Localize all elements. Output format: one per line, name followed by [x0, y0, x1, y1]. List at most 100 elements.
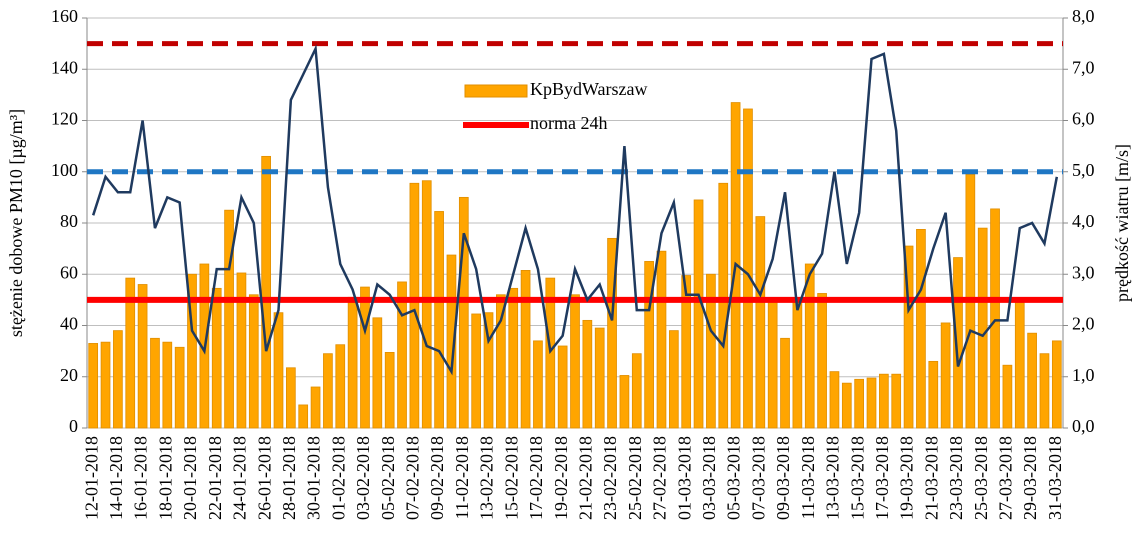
x-tick-label: 18-01-2018	[155, 436, 175, 520]
bar	[668, 330, 679, 429]
bar	[113, 330, 123, 429]
y2-tick-label: 0,0	[1072, 416, 1095, 436]
bar	[248, 294, 259, 429]
bar	[261, 155, 271, 429]
bar	[780, 337, 790, 429]
y-tick-label: 160	[51, 6, 78, 26]
bar	[298, 404, 309, 429]
bar	[854, 378, 864, 429]
bar	[594, 327, 605, 429]
x-tick-label: 19-02-2018	[551, 436, 571, 520]
bar	[607, 237, 617, 429]
x-tick-label: 05-02-2018	[378, 436, 398, 520]
x-tick-label: 15-03-2018	[847, 436, 867, 520]
bar	[755, 216, 766, 429]
x-tick-label: 20-01-2018	[180, 436, 200, 520]
bar	[496, 294, 506, 429]
bar	[236, 272, 247, 429]
bar	[1014, 302, 1025, 429]
bar	[631, 353, 642, 429]
bar	[817, 293, 827, 429]
x-tick-label: 28-01-2018	[279, 436, 299, 520]
bar	[693, 199, 704, 429]
bar	[928, 360, 939, 429]
bar	[434, 211, 444, 429]
y2-tick-label: 5,0	[1072, 160, 1095, 180]
bar	[520, 270, 531, 429]
bar	[187, 273, 197, 429]
bar	[582, 319, 593, 429]
bar	[1002, 364, 1013, 429]
x-tick-label: 07-02-2018	[403, 436, 423, 520]
y-tick-label: 20	[60, 365, 78, 385]
bar	[940, 322, 951, 429]
bar	[150, 337, 160, 429]
bar	[100, 341, 111, 429]
y2-tick-label: 7,0	[1072, 57, 1095, 77]
y2-axis-label: prędkość wiatru [m/s]	[1112, 144, 1132, 302]
x-tick-label: 11-03-2018	[798, 436, 818, 519]
x-tick-label: 29-03-2018	[1020, 436, 1040, 520]
x-tick-label: 13-02-2018	[477, 436, 497, 520]
bar	[903, 245, 914, 429]
x-tick-label: 01-02-2018	[328, 436, 348, 520]
bar	[916, 229, 926, 429]
bar	[483, 312, 494, 429]
bar	[347, 296, 358, 429]
bar	[891, 373, 902, 429]
x-tick-label: 09-02-2018	[427, 436, 447, 520]
x-tick-label: 27-03-2018	[996, 436, 1016, 520]
x-tick-label: 12-01-2018	[81, 436, 101, 520]
x-tick-label: 21-03-2018	[921, 436, 941, 520]
bar	[409, 182, 420, 429]
bar	[1027, 332, 1037, 429]
bar	[1039, 353, 1050, 429]
x-tick-label: 22-01-2018	[205, 436, 225, 520]
bar	[125, 277, 136, 429]
bar	[471, 313, 482, 429]
bar	[88, 343, 99, 429]
y2-tick-label: 2,0	[1072, 314, 1095, 334]
bar	[718, 182, 729, 429]
bar	[977, 227, 988, 429]
bar	[570, 294, 580, 429]
legend-label: KpBydWarszaw	[530, 79, 648, 99]
y-axis-label: stężenie dobowe PM10 [µg/m³]	[6, 109, 26, 337]
bar	[656, 250, 667, 429]
bar	[286, 367, 296, 429]
bar	[792, 300, 803, 429]
bar	[224, 209, 234, 429]
bar	[879, 373, 889, 429]
bar	[508, 287, 519, 429]
y-tick-label: 140	[51, 57, 78, 77]
bar	[421, 180, 432, 429]
y2-tick-label: 3,0	[1072, 262, 1095, 282]
y-tick-label: 120	[51, 109, 78, 129]
legend-swatch	[464, 84, 528, 98]
y2-tick-label: 4,0	[1072, 211, 1095, 231]
bar	[866, 377, 877, 429]
bar	[384, 352, 395, 429]
bar	[743, 108, 753, 429]
x-tick-label: 24-01-2018	[230, 436, 250, 520]
bar	[211, 287, 222, 429]
bar	[174, 346, 185, 429]
bar	[557, 345, 568, 429]
x-tick-label: 17-03-2018	[872, 436, 892, 520]
y-tick-label: 100	[51, 160, 78, 180]
x-tick-label: 23-02-2018	[600, 436, 620, 520]
bar	[619, 375, 630, 429]
x-tick-label: 30-01-2018	[304, 436, 324, 520]
x-tick-label: 25-03-2018	[971, 436, 991, 520]
x-tick-label: 03-03-2018	[699, 436, 719, 520]
y2-tick-label: 1,0	[1072, 365, 1095, 385]
bar	[446, 254, 457, 429]
y-tick-label: 40	[60, 314, 78, 334]
bar	[323, 353, 333, 429]
bar	[829, 371, 840, 429]
x-tick-label: 31-03-2018	[1045, 436, 1065, 520]
y2-tick-label: 8,0	[1072, 6, 1095, 26]
x-tick-label: 05-03-2018	[724, 436, 744, 520]
x-tick-label: 14-01-2018	[106, 436, 126, 520]
x-tick-label: 15-02-2018	[501, 436, 521, 520]
